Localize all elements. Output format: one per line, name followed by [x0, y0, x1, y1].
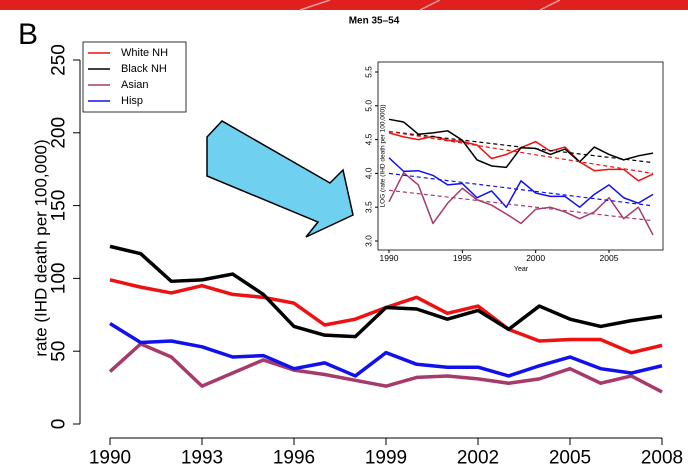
series-line [109, 322, 663, 378]
plot-frame [377, 61, 664, 251]
chart-title: Men 35–54 [349, 16, 400, 27]
y-axis-label: rate (IHD death per 100,000) [31, 139, 50, 356]
x-tick-label: 2005 [600, 253, 619, 263]
y-tick-label: 150 [49, 190, 70, 222]
inset-y-axis-label: LOG (rate (IHD death per 100,000)) [380, 105, 387, 208]
trend-line [388, 130, 654, 164]
legend-label: Hisp [121, 95, 143, 107]
x-tick-label: 2000 [526, 253, 545, 263]
legend-label: Black NH [121, 63, 167, 75]
y-tick-label: 0 [49, 419, 70, 430]
series-line [388, 118, 654, 169]
series-line [109, 244, 663, 339]
trend-line [388, 130, 654, 174]
x-tick-label: 1995 [453, 253, 472, 263]
x-tick-label: 2002 [457, 447, 499, 466]
trend-line [388, 189, 654, 222]
series-line [109, 278, 663, 355]
y-tick-label: 3.5 [363, 201, 373, 213]
y-tick-label: 4.5 [363, 133, 373, 145]
legend-label: Asian [121, 79, 149, 91]
y-tick-label: 250 [49, 44, 70, 76]
panel-label: B [18, 18, 38, 51]
inset-background [370, 55, 668, 258]
y-tick-label: 100 [49, 263, 70, 295]
y-tick-label: 3.0 [363, 235, 373, 247]
x-tick-label: 1999 [365, 447, 407, 466]
inset-x-axis-label: Year [514, 266, 529, 273]
y-tick-label: 50 [49, 341, 70, 362]
top-banner [0, 0, 688, 10]
trend-line [388, 172, 654, 207]
series-line [388, 157, 654, 208]
y-tick-label: 200 [49, 117, 70, 149]
x-tick-label: 2005 [549, 447, 591, 466]
y-tick-label: 5.5 [363, 66, 373, 78]
x-tick-label: 1996 [273, 447, 315, 466]
x-tick-label: 1990 [380, 253, 399, 263]
series-line [388, 171, 654, 236]
y-tick-label: 4.0 [363, 167, 373, 179]
x-tick-label: 1990 [89, 447, 131, 466]
x-tick-label: 1993 [181, 447, 223, 466]
legend-label: White NH [121, 47, 168, 59]
x-tick-label: 2008 [641, 447, 683, 466]
arrow [206, 120, 354, 238]
banner-decoration [299, 0, 561, 11]
series-line [108, 342, 663, 394]
y-tick-label: 5.0 [363, 100, 373, 112]
